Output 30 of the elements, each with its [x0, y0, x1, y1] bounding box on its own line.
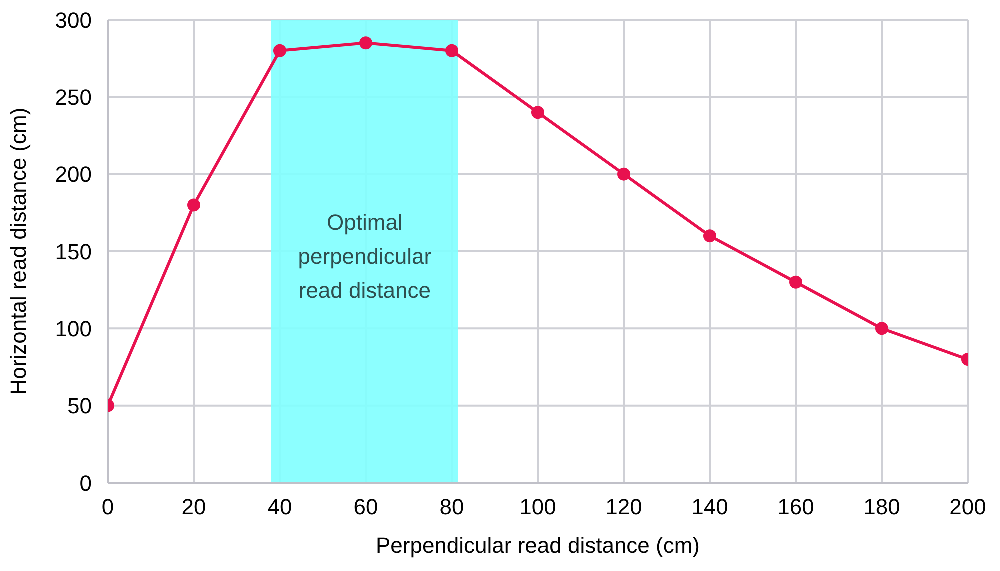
- y-tick-label: 300: [55, 8, 92, 33]
- band-label: Optimal perpendicular read distance: [298, 210, 432, 303]
- x-tick-label: 180: [864, 494, 900, 520]
- y-tick-label: 50: [68, 394, 92, 419]
- point: [360, 36, 372, 50]
- y-tick-label: 150: [55, 239, 92, 264]
- y-tick-label: 100: [55, 316, 92, 342]
- x-tick-label: 100: [520, 494, 556, 520]
- point: [532, 106, 544, 120]
- y-axis-title: Horizontal read distance (cm): [6, 108, 31, 396]
- x-axis-title: Perpendicular read distance (cm): [376, 533, 700, 558]
- point: [618, 168, 630, 181]
- x-tick-label: 0: [102, 494, 114, 520]
- point: [876, 322, 888, 336]
- y-tick-label: 0: [80, 470, 92, 496]
- x-tick-label: 200: [950, 494, 986, 520]
- x-tick-label: 160: [778, 494, 814, 520]
- y-tick-label: 200: [55, 162, 92, 188]
- x-tick-label: 120: [606, 494, 642, 520]
- point: [704, 230, 716, 243]
- point: [446, 44, 458, 58]
- y-tick-label: 250: [55, 84, 92, 110]
- x-tick-label: 60: [354, 494, 378, 520]
- point: [274, 44, 286, 58]
- x-tick-label: 140: [692, 494, 728, 520]
- x-tick-label: 80: [440, 494, 464, 520]
- point: [188, 198, 200, 212]
- x-tick-label: 20: [182, 494, 206, 520]
- x-tick-label: 40: [268, 494, 292, 520]
- point: [790, 276, 802, 289]
